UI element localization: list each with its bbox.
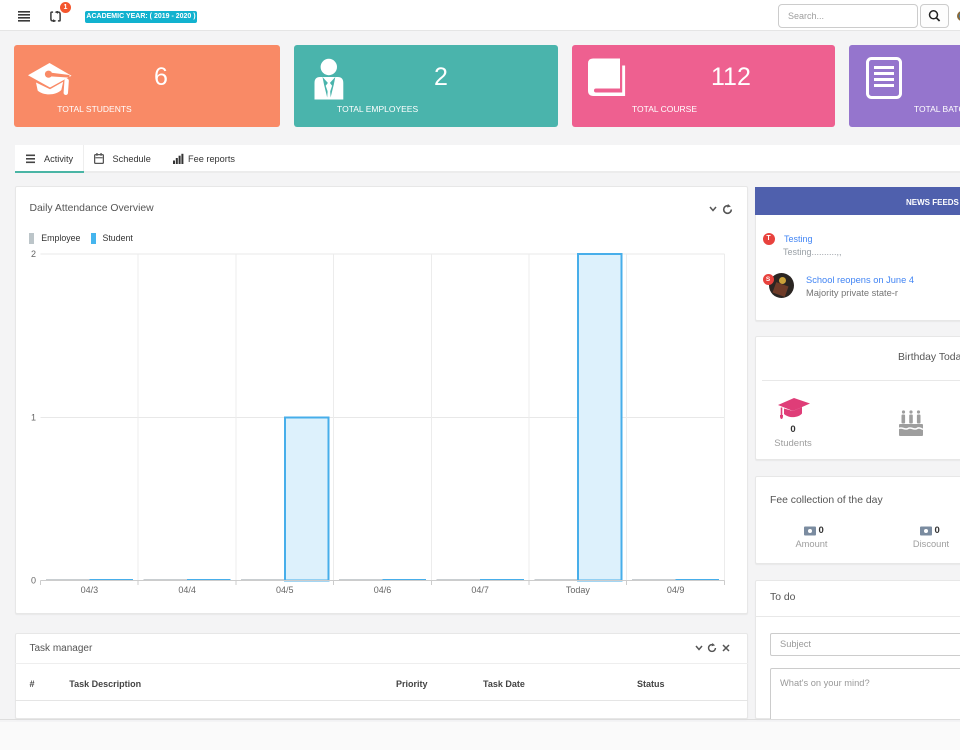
svg-text:04/7: 04/7 [471,585,489,595]
svg-text:04/9: 04/9 [667,585,685,595]
svg-text:Today: Today [566,585,591,595]
svg-text:04/6: 04/6 [374,585,392,595]
svg-text:0: 0 [31,576,36,586]
svg-text:1: 1 [31,413,36,423]
svg-text:04/5: 04/5 [276,585,294,595]
svg-text:2: 2 [31,249,36,259]
svg-text:04/3: 04/3 [81,585,99,595]
svg-text:04/4: 04/4 [178,585,196,595]
